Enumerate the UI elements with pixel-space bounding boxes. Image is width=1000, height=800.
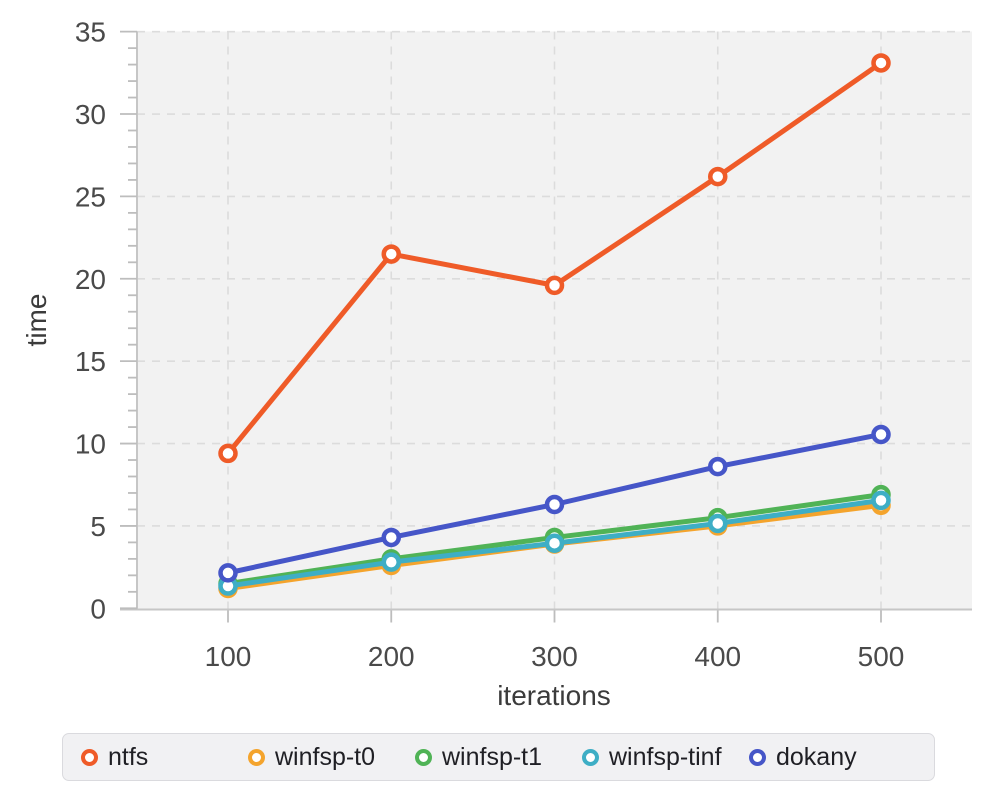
legend-marker-dokany bbox=[749, 748, 766, 766]
y-tick-label: 35 bbox=[75, 17, 106, 48]
marker-winfsp-tinf-200 bbox=[381, 552, 401, 572]
legend-item-winfsp-t1[interactable]: winfsp-t1 bbox=[415, 743, 582, 772]
legend-marker-winfsp-tinf bbox=[582, 748, 599, 766]
legend: ntfs winfsp-t0 winfsp-t1 winfsp-tinf dokany bbox=[62, 733, 935, 781]
y-tick-label: 0 bbox=[90, 593, 106, 624]
x-tick-label: 300 bbox=[531, 641, 578, 672]
y-tick-label: 10 bbox=[75, 429, 106, 460]
marker-dokany-300 bbox=[544, 494, 565, 515]
marker-dokany-100 bbox=[218, 563, 238, 583]
legend-label: winfsp-t1 bbox=[442, 742, 543, 771]
legend-marker-ntfs bbox=[81, 748, 98, 766]
legend-label: ntfs bbox=[108, 742, 149, 771]
x-tick-label: 100 bbox=[205, 641, 252, 672]
marker-ntfs-500 bbox=[871, 53, 891, 73]
legend-label: dokany bbox=[776, 742, 857, 771]
legend-item-winfsp-tinf[interactable]: winfsp-tinf bbox=[582, 743, 749, 772]
x-tick-label: 500 bbox=[858, 641, 905, 672]
marker-winfsp-tinf-400 bbox=[708, 513, 728, 534]
marker-winfsp-tinf-500 bbox=[871, 490, 891, 511]
legend-item-winfsp-t0[interactable]: winfsp-t0 bbox=[248, 743, 415, 772]
marker-dokany-400 bbox=[708, 456, 728, 477]
marker-dokany-200 bbox=[381, 527, 401, 548]
y-tick-label: 25 bbox=[75, 181, 106, 212]
marker-ntfs-300 bbox=[544, 275, 565, 296]
gridlines bbox=[137, 30, 972, 609]
marker-dokany-500 bbox=[871, 424, 891, 445]
legend-item-dokany[interactable]: dokany bbox=[749, 743, 916, 772]
data-series bbox=[218, 53, 891, 599]
y-axis-title: time bbox=[21, 294, 52, 347]
y-tick-label: 15 bbox=[75, 346, 106, 377]
legend-marker-winfsp-t0 bbox=[248, 748, 265, 766]
x-axis-title: iterations bbox=[497, 680, 611, 711]
axes bbox=[120, 30, 972, 623]
x-tick-label: 200 bbox=[368, 641, 415, 672]
marker-ntfs-100 bbox=[218, 443, 238, 464]
y-tick-label: 5 bbox=[90, 511, 106, 542]
line-chart-canvas: 0 5 10 15 20 25 30 35 100 200 300 400 500 time itera… bbox=[21, 17, 972, 711]
legend-item-ntfs[interactable]: ntfs bbox=[81, 743, 248, 772]
tick-labels: 0 5 10 15 20 25 30 35 100 200 300 400 500 bbox=[75, 17, 905, 672]
marker-winfsp-tinf-300 bbox=[544, 533, 565, 553]
legend-label: winfsp-tinf bbox=[609, 742, 722, 771]
x-tick-label: 400 bbox=[694, 641, 741, 672]
y-tick-label: 30 bbox=[75, 99, 106, 130]
marker-ntfs-200 bbox=[381, 244, 401, 264]
benchmark-line-chart: 0 5 10 15 20 25 30 35 100 200 300 400 500 time itera… bbox=[21, 17, 972, 711]
legend-marker-winfsp-t1 bbox=[415, 748, 432, 766]
marker-ntfs-400 bbox=[708, 166, 728, 187]
y-tick-label: 20 bbox=[75, 264, 106, 295]
legend-label: winfsp-t0 bbox=[275, 742, 376, 771]
